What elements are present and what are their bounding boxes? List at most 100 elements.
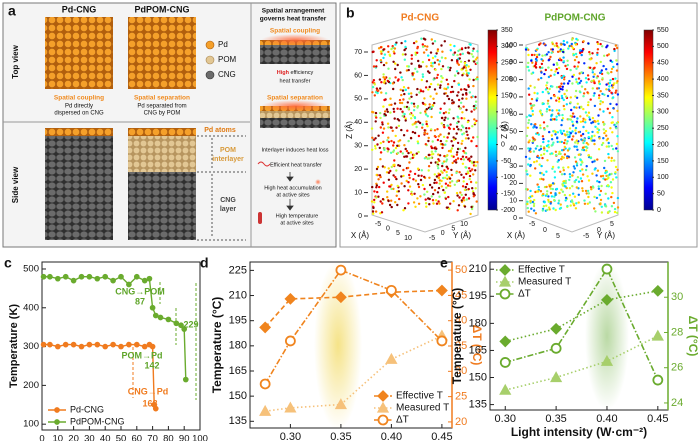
atom-point bbox=[585, 81, 588, 84]
atom-point bbox=[416, 106, 419, 109]
colorbar-tick-label: 350 bbox=[501, 27, 513, 34]
atom-point bbox=[439, 133, 442, 136]
atom-point bbox=[569, 101, 572, 104]
data-point bbox=[149, 304, 156, 311]
atom-point bbox=[371, 148, 374, 151]
atom-point bbox=[412, 102, 416, 106]
side-cng-layer bbox=[128, 172, 196, 240]
axis-label: Y (Å) bbox=[597, 231, 615, 240]
atom-point bbox=[431, 56, 435, 60]
data-point bbox=[40, 341, 47, 348]
annotation: 87 bbox=[135, 296, 145, 306]
atom-point bbox=[433, 181, 436, 185]
atom-point bbox=[527, 147, 530, 150]
atom-point bbox=[421, 75, 425, 79]
y-tick-label: 300 bbox=[23, 341, 39, 352]
data-point bbox=[651, 329, 664, 341]
atom-point bbox=[615, 127, 618, 130]
atom-point bbox=[382, 105, 385, 108]
atom-point bbox=[543, 201, 546, 204]
atom-point bbox=[584, 77, 588, 80]
atom-point bbox=[526, 126, 530, 129]
atom-point bbox=[432, 97, 435, 101]
atom-point bbox=[396, 63, 399, 67]
atom-point bbox=[610, 91, 613, 95]
legend-text: Effective T bbox=[518, 265, 565, 276]
atom-point bbox=[546, 102, 550, 105]
atom-point bbox=[563, 141, 566, 145]
atom-point bbox=[542, 137, 545, 141]
atom-point bbox=[545, 144, 549, 148]
y-tick-label: 0 bbox=[597, 227, 601, 234]
atom-point bbox=[532, 137, 535, 140]
atom-point bbox=[562, 39, 565, 43]
atom-point bbox=[444, 197, 448, 200]
atom-point bbox=[406, 101, 409, 104]
atom-point bbox=[452, 101, 455, 104]
panel-label: d bbox=[200, 255, 209, 271]
atom-point bbox=[385, 61, 388, 65]
atom-point bbox=[593, 104, 597, 108]
atom-point bbox=[545, 193, 549, 196]
atom-point bbox=[379, 111, 382, 115]
atom-point bbox=[565, 130, 569, 133]
atom-point bbox=[566, 63, 569, 67]
atom-point bbox=[612, 107, 615, 110]
atom-point bbox=[467, 187, 470, 191]
legend-text: ΔT bbox=[518, 289, 531, 300]
atom-point bbox=[550, 134, 553, 137]
atom-point bbox=[553, 118, 556, 121]
atom-point bbox=[581, 120, 585, 123]
atom-point bbox=[393, 163, 396, 166]
atom-point bbox=[377, 134, 380, 137]
atom-point bbox=[472, 192, 475, 195]
atom-point bbox=[600, 143, 604, 147]
atom-point bbox=[443, 191, 446, 194]
atom-point bbox=[530, 123, 533, 126]
atom-point bbox=[459, 191, 462, 194]
atom-point bbox=[446, 167, 450, 170]
atom-point bbox=[447, 97, 451, 101]
atom-point bbox=[566, 133, 569, 136]
atom-point bbox=[441, 171, 444, 174]
colorbar-tick-label: 50 bbox=[657, 190, 665, 197]
atom-point bbox=[429, 82, 433, 86]
atom-point bbox=[441, 76, 444, 80]
atom-point bbox=[391, 82, 395, 85]
atom-point bbox=[423, 175, 426, 179]
panel-label: e bbox=[440, 255, 448, 271]
atom-point bbox=[392, 110, 396, 113]
atom-point bbox=[472, 195, 475, 198]
data-point bbox=[550, 342, 562, 354]
x-axis-label: Light intensity (W·cm⁻²) bbox=[511, 425, 647, 439]
atom-point bbox=[556, 140, 559, 144]
atom-point bbox=[471, 190, 475, 193]
z-tick-label: 30 bbox=[354, 143, 362, 150]
atom-point bbox=[446, 184, 450, 187]
atom-point bbox=[373, 190, 376, 193]
atom-point bbox=[392, 149, 396, 152]
data-point bbox=[334, 291, 347, 304]
atom-point bbox=[438, 86, 442, 89]
atom-point bbox=[598, 82, 602, 86]
atom-point bbox=[615, 176, 618, 179]
atom-point bbox=[437, 174, 441, 177]
atom-point bbox=[388, 103, 391, 107]
atom-point bbox=[409, 137, 413, 140]
atom-point bbox=[411, 72, 414, 75]
atom-point bbox=[613, 49, 616, 53]
atom-point bbox=[462, 196, 465, 199]
atom-point bbox=[608, 81, 612, 85]
atom-point bbox=[606, 107, 609, 111]
atom-point bbox=[587, 131, 590, 135]
atom-point bbox=[476, 78, 479, 81]
atom-point bbox=[565, 95, 568, 98]
flow-step: Efficient heat transfer bbox=[270, 162, 322, 168]
atom-point bbox=[441, 162, 444, 165]
atom-point bbox=[373, 94, 376, 97]
y-axis-label: Temperature (°C) bbox=[210, 297, 224, 394]
data-point bbox=[284, 292, 297, 305]
data-point bbox=[102, 273, 109, 280]
atom-point bbox=[456, 115, 459, 119]
atom-point bbox=[581, 146, 585, 149]
